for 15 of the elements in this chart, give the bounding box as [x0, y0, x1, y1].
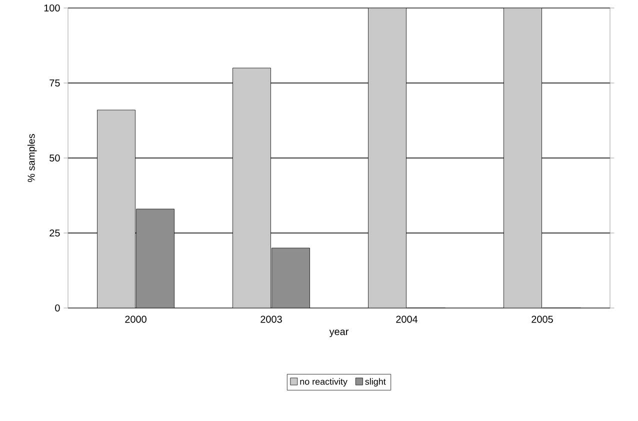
- x-tick-label: 2005: [532, 316, 553, 323]
- bar: [272, 248, 310, 308]
- bar: [136, 208, 174, 308]
- x-tick-label: 2000: [125, 316, 146, 323]
- x-tick-label: 2004: [396, 316, 418, 323]
- y-tick-label: 0: [55, 304, 60, 312]
- y-axis-title: % samples: [27, 134, 37, 182]
- y-tick-label: 75: [50, 80, 60, 86]
- y-tick-label: 100: [44, 4, 60, 12]
- y-tick-label: 25: [50, 229, 60, 237]
- x-tick-label: 2003: [260, 316, 282, 323]
- x-axis-title: year: [329, 330, 349, 338]
- legend-label: slight: [365, 378, 386, 387]
- y-tick-label: 50: [50, 154, 60, 162]
- legend-label: no reactivity: [300, 378, 348, 387]
